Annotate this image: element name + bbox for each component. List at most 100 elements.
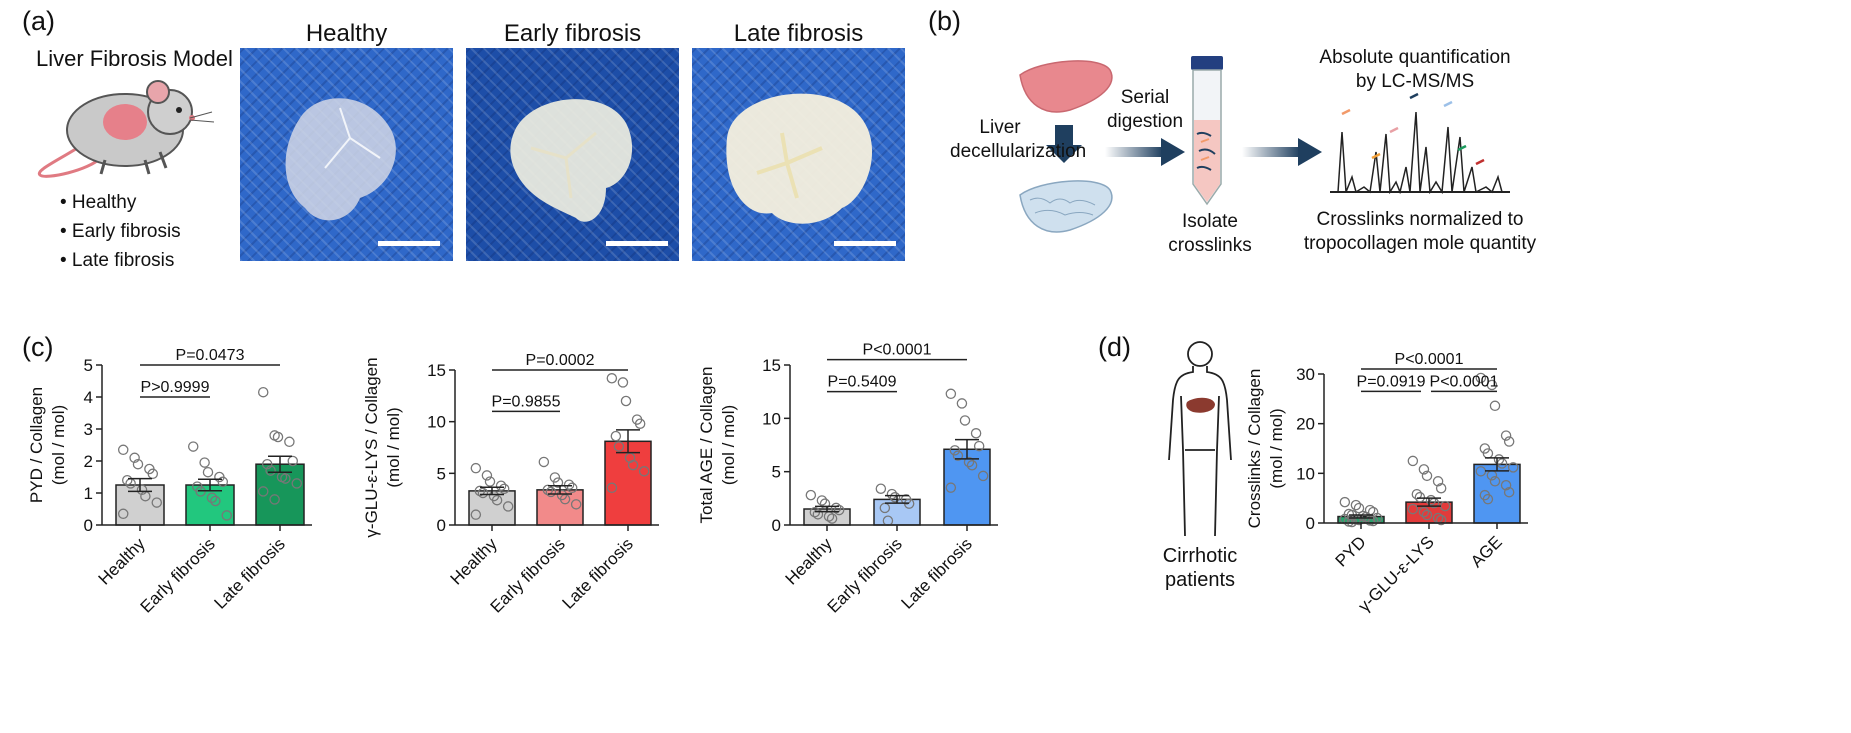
p-value-label: P=0.5409 — [828, 374, 897, 391]
data-point — [1503, 486, 1515, 498]
data-point — [151, 497, 163, 508]
y-tick-label: 1 — [84, 484, 93, 503]
data-point — [977, 470, 989, 482]
chart-glu-lys: 0 5 10 15 γ-GLU-ε-LYS / Collagen (mol / mol) H… — [362, 352, 659, 617]
arrow-right-icon — [1105, 138, 1185, 166]
data-point — [1435, 514, 1447, 526]
y-tick-label: 10 — [762, 409, 781, 428]
p-value-label: P=0.9855 — [492, 393, 561, 410]
data-point — [470, 462, 482, 474]
data-point — [970, 428, 982, 439]
mouse-illustration — [37, 80, 215, 178]
data-point — [484, 476, 496, 487]
decell-label: Liver decellularization — [950, 116, 1087, 164]
data-point — [280, 473, 291, 484]
data-point — [257, 486, 269, 497]
data-point — [1418, 506, 1430, 518]
y-tick-label: 0 — [437, 516, 446, 535]
y-tick-label: 5 — [84, 356, 93, 375]
data-point — [545, 486, 557, 498]
human-body-icon — [1168, 341, 1232, 537]
data-point — [1432, 476, 1444, 487]
data-point — [566, 482, 578, 494]
data-point — [617, 377, 629, 388]
photo-title-healthy: Healthy — [305, 20, 388, 47]
y-tick-label: 20 — [1296, 415, 1315, 434]
data-point — [620, 395, 632, 407]
bar — [536, 489, 584, 526]
p-value-label: P<0.0001 — [1395, 351, 1464, 368]
p-value-label: P<0.0001 — [863, 342, 932, 359]
data-point — [257, 386, 269, 398]
data-point — [217, 476, 229, 488]
y-tick-label: 0 — [84, 516, 93, 535]
bullet-early: • Early fibrosis — [60, 221, 181, 242]
data-point — [1407, 455, 1419, 467]
data-point — [284, 436, 295, 448]
isolate-label: Isolate crosslinks — [1165, 210, 1255, 258]
y-axis-label-units: (mol / mol) — [49, 405, 68, 485]
p-value-label: P>0.9999 — [141, 379, 210, 396]
patients-label: Cirrhotic patients — [1150, 544, 1250, 592]
tube-icon — [1191, 56, 1223, 206]
data-point — [221, 510, 233, 521]
data-point — [1489, 400, 1501, 412]
scale-bar — [606, 241, 668, 246]
y-tick-label: 2 — [84, 452, 93, 471]
chart-crosslinks: 0 10 20 30 Crosslinks / Collagen (mol / mol) P… — [1245, 351, 1528, 616]
data-point — [563, 479, 575, 490]
data-point — [966, 460, 978, 471]
data-point — [627, 459, 639, 471]
data-point — [889, 492, 901, 503]
liver-sample-healthy — [285, 98, 396, 221]
data-point — [502, 501, 514, 512]
data-point — [1421, 509, 1433, 521]
serial-line-1: Serial — [1120, 87, 1170, 108]
bar — [943, 448, 991, 526]
data-point — [129, 452, 140, 464]
y-tick-label: 15 — [762, 356, 781, 375]
quant-label: Absolute quantification by LC-MS/MS — [1300, 46, 1530, 94]
data-point — [1339, 496, 1351, 508]
decell-line-2: decellularization — [950, 141, 1087, 162]
data-point — [1435, 482, 1447, 494]
liver-sample-late — [726, 93, 873, 224]
data-point — [816, 495, 828, 506]
data-point — [147, 468, 159, 480]
y-axis-label: γ-GLU-ε-LYS / Collagen — [362, 357, 381, 537]
quant-line-1: Absolute quantification — [1319, 47, 1511, 68]
x-tick-label: PYD — [1332, 532, 1370, 570]
y-tick-label: 10 — [1296, 464, 1315, 483]
data-point — [474, 485, 486, 497]
x-tick-label: Early fibrosis — [824, 534, 906, 616]
x-tick-label: Early fibrosis — [137, 534, 219, 616]
bullet-healthy: • Healthy — [60, 192, 137, 213]
mass-spectrum-icon — [1330, 92, 1510, 194]
y-axis-label: PYD / Collagen — [27, 387, 46, 503]
data-point — [206, 492, 218, 504]
data-point — [610, 430, 622, 442]
liver-decell-illustration — [1019, 60, 1113, 233]
y-tick-label: 4 — [84, 388, 93, 407]
data-point — [819, 498, 831, 509]
data-point — [1486, 379, 1498, 391]
norm-line-2: tropocollagen mole quantity — [1303, 233, 1537, 254]
isolate-line-1: Isolate — [1182, 211, 1238, 232]
y-tick-label: 15 — [427, 361, 446, 380]
bullet-late: • Late fibrosis — [60, 250, 175, 271]
data-point — [470, 509, 482, 520]
data-point — [1367, 515, 1379, 527]
data-point — [879, 502, 891, 514]
chart-pyd: 0 1 2 3 4 5 PYD / Collagen (mol / mol) HealthyEa… — [27, 347, 312, 617]
data-point — [1500, 430, 1512, 441]
x-tick-label: Healthy — [447, 534, 502, 589]
isolate-line-2: crosslinks — [1168, 235, 1252, 256]
data-point — [613, 441, 625, 452]
model-bullets: • Healthy • Early fibrosis • Late fibros… — [60, 188, 181, 275]
data-point — [481, 470, 493, 481]
panel-b-label: (b) — [928, 6, 961, 36]
y-axis-label-units: (mol / mol) — [719, 405, 738, 485]
x-tick-label: Healthy — [782, 534, 837, 589]
y-axis-label-units: (mol / mol) — [1267, 408, 1286, 488]
chart-age: 0 5 10 15 Total AGE / Collagen (mol / mol) Hea… — [697, 342, 998, 617]
